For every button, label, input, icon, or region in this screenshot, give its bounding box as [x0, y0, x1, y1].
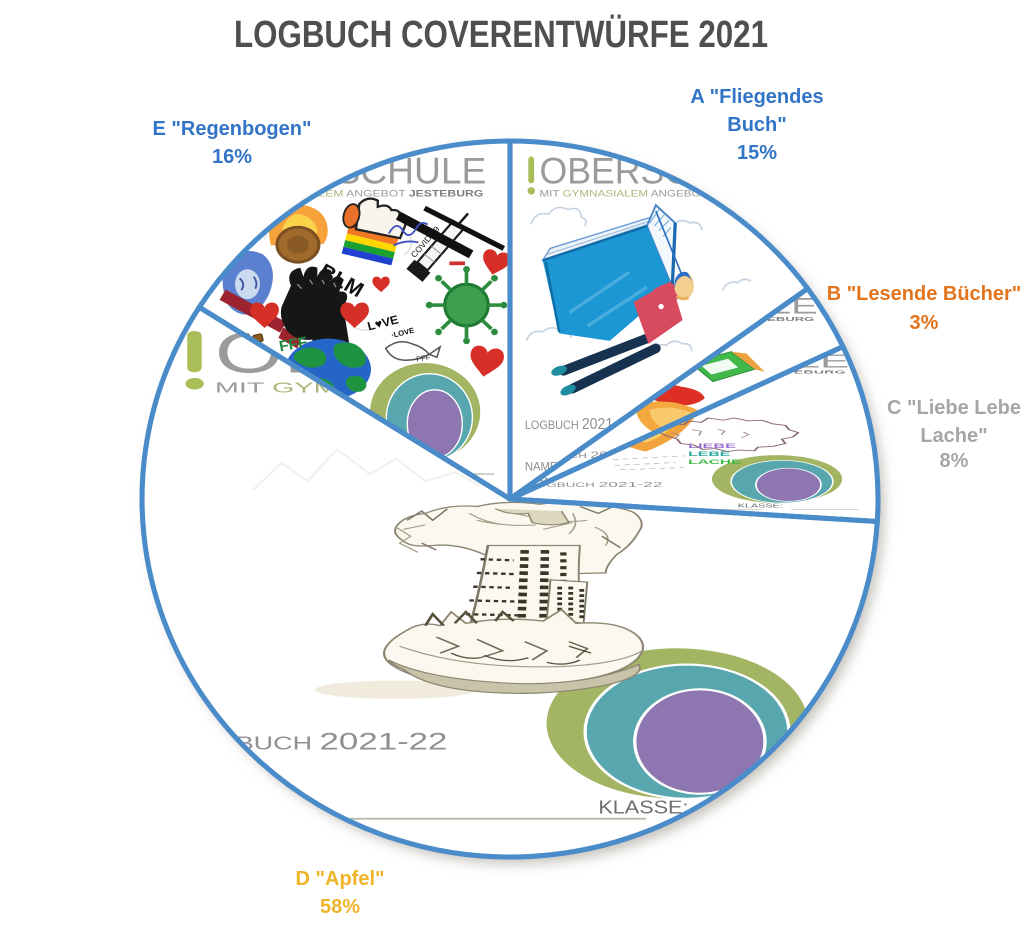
svg-text:Lache": Lache" [920, 425, 987, 447]
svg-text:A "Fliegendes: A "Fliegendes [690, 86, 823, 108]
svg-text:Buch": Buch" [727, 114, 786, 136]
svg-text:8%: 8% [940, 450, 969, 472]
svg-text:LOGBUCH COVERENTWÜRFE 2021: LOGBUCH COVERENTWÜRFE 2021 [234, 13, 768, 56]
svg-text:C "Liebe Lebe: C "Liebe Lebe [887, 397, 1021, 419]
svg-text:D "Apfel": D "Apfel" [296, 868, 385, 890]
svg-text:B "Lesende Bücher": B "Lesende Bücher" [827, 283, 1022, 305]
svg-text:16%: 16% [212, 146, 252, 168]
svg-text:3%: 3% [910, 312, 939, 334]
svg-text:15%: 15% [737, 142, 777, 164]
svg-text:E "Regenbogen": E "Regenbogen" [153, 118, 312, 140]
svg-text:58%: 58% [320, 896, 360, 918]
